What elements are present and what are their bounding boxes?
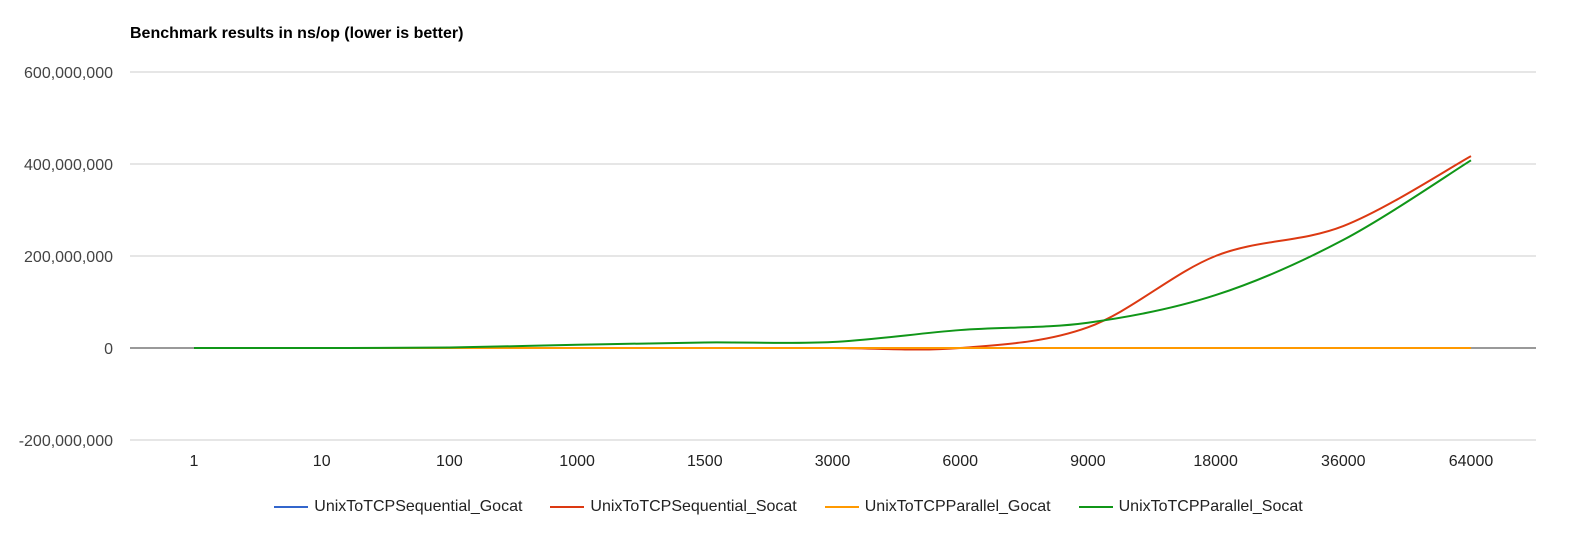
legend-label: UnixToTCPSequential_Socat [590, 498, 797, 515]
series-line-unixtotcpparallel-socat [193, 159, 1472, 350]
legend-item-unixtotcpparallel-gocat[interactable]: UnixToTCPParallel_Gocat [824, 498, 1051, 516]
x-tick-label: 64000 [1449, 453, 1494, 470]
legend-label: UnixToTCPParallel_Socat [1118, 498, 1303, 515]
y-tick-label: 600,000,000 [24, 65, 113, 82]
chart-title: Benchmark results in ns/op (lower is bet… [130, 25, 464, 42]
x-tick-label: 6000 [942, 453, 978, 470]
legend-swatch [824, 506, 859, 508]
legend-swatch [1078, 506, 1113, 508]
gridlines [130, 71, 1536, 441]
series-lines [193, 155, 1472, 351]
legend-swatch [274, 506, 309, 508]
x-tick-label: 36000 [1321, 453, 1366, 470]
y-axis-ticks: -200,000,000 0 200,000,000 400,000,000 600,0… [19, 65, 113, 450]
x-tick-label: 1 [190, 453, 199, 470]
series-line-unixtotcpsequential-socat [194, 155, 1472, 351]
y-tick-label: 400,000,000 [24, 157, 113, 174]
legend-item-unixtotcpsequential-socat[interactable]: UnixToTCPSequential_Socat [550, 498, 797, 516]
x-tick-label: 18000 [1193, 453, 1238, 470]
legend: UnixToTCPSequential_Gocat UnixToTCPSequen… [0, 498, 1577, 516]
y-tick-label: -200,000,000 [19, 433, 113, 450]
x-tick-label: 100 [436, 453, 463, 470]
x-tick-label: 3000 [815, 453, 851, 470]
x-tick-label: 10 [313, 453, 331, 470]
legend-swatch [550, 506, 585, 508]
y-tick-label: 0 [104, 341, 113, 358]
y-tick-label: 200,000,000 [24, 249, 113, 266]
x-axis-ticks: 1 10 100 1000 1500 3000 6000 9000 18000 36000 6400… [190, 453, 1494, 470]
legend-item-unixtotcpsequential-gocat[interactable]: UnixToTCPSequential_Gocat [274, 498, 522, 516]
x-tick-label: 9000 [1070, 453, 1106, 470]
legend-label: UnixToTCPSequential_Gocat [314, 498, 523, 515]
legend-item-unixtotcpparallel-socat[interactable]: UnixToTCPParallel_Socat [1078, 498, 1303, 516]
legend-label: UnixToTCPParallel_Gocat [864, 498, 1051, 515]
x-tick-label: 1000 [559, 453, 595, 470]
line-chart: -200,000,000 0 200,000,000 400,000,000 600,0… [19, 65, 1536, 470]
x-tick-label: 1500 [687, 453, 723, 470]
